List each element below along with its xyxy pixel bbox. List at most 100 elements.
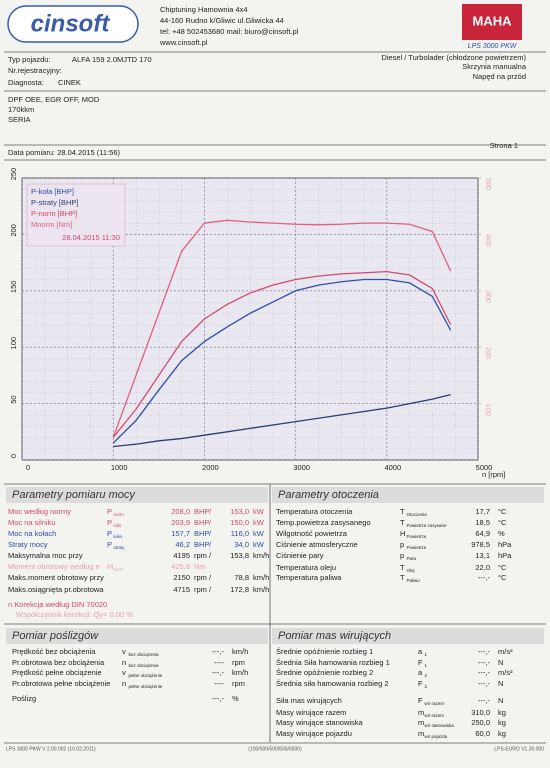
row-unit: kg [498, 729, 506, 738]
row-value: 46,2 [175, 540, 190, 549]
brand-logo [462, 4, 522, 40]
row-label: Temperatura otoczenia [276, 507, 353, 516]
note: 170kkm [8, 105, 34, 114]
row-unit2: km/h [253, 573, 269, 582]
row-sym: F [418, 658, 423, 667]
row-unit: N [498, 696, 503, 705]
row-sym: P [107, 540, 112, 549]
row-unit: BHP [194, 540, 209, 549]
series-line [112, 219, 452, 438]
row-value: 250,0 [471, 718, 490, 727]
row-label: Moc na silniku [8, 518, 56, 527]
row-sub: wir razem [425, 713, 445, 718]
footer: (100/500/500/500/0000) [248, 746, 302, 752]
row-sym: F [418, 679, 423, 688]
row-sep: / [209, 507, 212, 516]
row-unit: rpm [194, 551, 207, 560]
row-unit: % [232, 694, 239, 703]
section-header [272, 628, 544, 644]
row-unit2: kW [253, 540, 265, 549]
row-sub: pełne obciążenie [129, 684, 163, 689]
row-sym: m [418, 708, 424, 717]
row-sub: Powietrze zasysane [407, 523, 448, 528]
row-sub: silni [114, 523, 122, 528]
row-value: 203,9 [171, 518, 190, 527]
date: Data pomiaru: 28.04.2015 (11:56) [8, 148, 121, 157]
row-unit: km/h [232, 668, 248, 677]
row-unit: m/s² [498, 668, 513, 677]
row-unit: °C [498, 507, 507, 516]
row-sym: v [122, 647, 126, 656]
row-label: Temperatura paliwa [276, 573, 342, 582]
row-value: ---,- [212, 668, 225, 677]
series-line [112, 278, 452, 444]
engine: Skrzynia manualna [462, 62, 527, 71]
row-sym: P [107, 507, 112, 516]
row-unit: N [498, 658, 503, 667]
row-label: Średnia siła hamowania rozbieg 2 [276, 679, 389, 688]
label: Diagnosta: [8, 78, 44, 87]
label: Nr.rejestracyjny: [8, 66, 62, 75]
y-tick-label: 250 [9, 168, 18, 181]
y2-tick-label: 100 [484, 403, 493, 416]
row-unit2: kW [253, 529, 265, 538]
row-sep: / [209, 573, 212, 582]
row-unit: BHP [194, 529, 209, 538]
row-label: Masy wirujące razem [276, 708, 346, 717]
row-value: ---- [214, 679, 224, 688]
row-sym: P [107, 529, 112, 538]
row-unit: BHP [194, 507, 209, 516]
row-value: 310,0 [471, 708, 490, 717]
row-label: Wilgotność powietrza [276, 529, 348, 538]
x-tick-label: 1000 [111, 463, 128, 472]
row-value: 2150 [173, 573, 190, 582]
y-tick-label: 0 [9, 454, 18, 458]
row-sub: wir stanowiska [425, 723, 455, 728]
row-sym: a [418, 668, 423, 677]
label: Typ pojazdu: [8, 55, 51, 64]
row-sym: H [400, 529, 405, 538]
legend-note: 28.04.2015 11:30 [62, 233, 120, 242]
row-sep: / [209, 551, 212, 560]
row-label: Ciśnienie atmosferyczne [276, 540, 358, 549]
correction: n Korekcja według DIN 70020 [8, 600, 107, 609]
y-tick-label: 100 [9, 337, 18, 350]
row-sub: 2 [425, 673, 428, 678]
row-value: ---,- [478, 658, 491, 667]
row-value: ---,- [478, 647, 491, 656]
y-tick-label: 150 [9, 281, 18, 294]
row-sub: pełne obciążenie [129, 673, 163, 678]
row-sym: p [400, 551, 404, 560]
row-value2: 78,8 [234, 573, 249, 582]
row-sym: m [418, 718, 424, 727]
x-tick-label: 0 [26, 463, 30, 472]
section-title: Pomiar poślizgów [12, 630, 99, 642]
row-label: Moc na kołach [8, 529, 56, 538]
row-label: Maks.moment obrotowy przy [8, 573, 104, 582]
y-tick-label: 50 [9, 395, 18, 403]
row-value: ---,- [478, 696, 491, 705]
row-sub: Powietrze [407, 545, 427, 550]
row-sym: m [418, 729, 424, 738]
row-sub: wir pojazdu [425, 734, 448, 739]
page-number: Strona 1 [490, 141, 518, 150]
row-sub: Otoczenia [407, 512, 428, 517]
row-unit: °C [498, 518, 507, 527]
row-sep: / [209, 540, 212, 549]
row-label: Temperatura oleju [276, 563, 336, 572]
row-value: ---,- [212, 694, 225, 703]
row-unit: Nm [194, 562, 206, 571]
row-value: 157,7 [171, 529, 190, 538]
row-value: 13,1 [475, 551, 490, 560]
row-label: Maks.osiągnięta pr.obrotowa [8, 585, 104, 594]
row-sub: Para [407, 556, 417, 561]
section-header [6, 628, 268, 644]
row-value: 4195 [173, 551, 190, 560]
row-value: ---- [214, 658, 224, 667]
row-unit: BHP [194, 518, 209, 527]
section-title: Pomiar mas wirujących [278, 630, 391, 642]
row-sub: 2 [425, 684, 428, 689]
row-unit: kg [498, 708, 506, 717]
